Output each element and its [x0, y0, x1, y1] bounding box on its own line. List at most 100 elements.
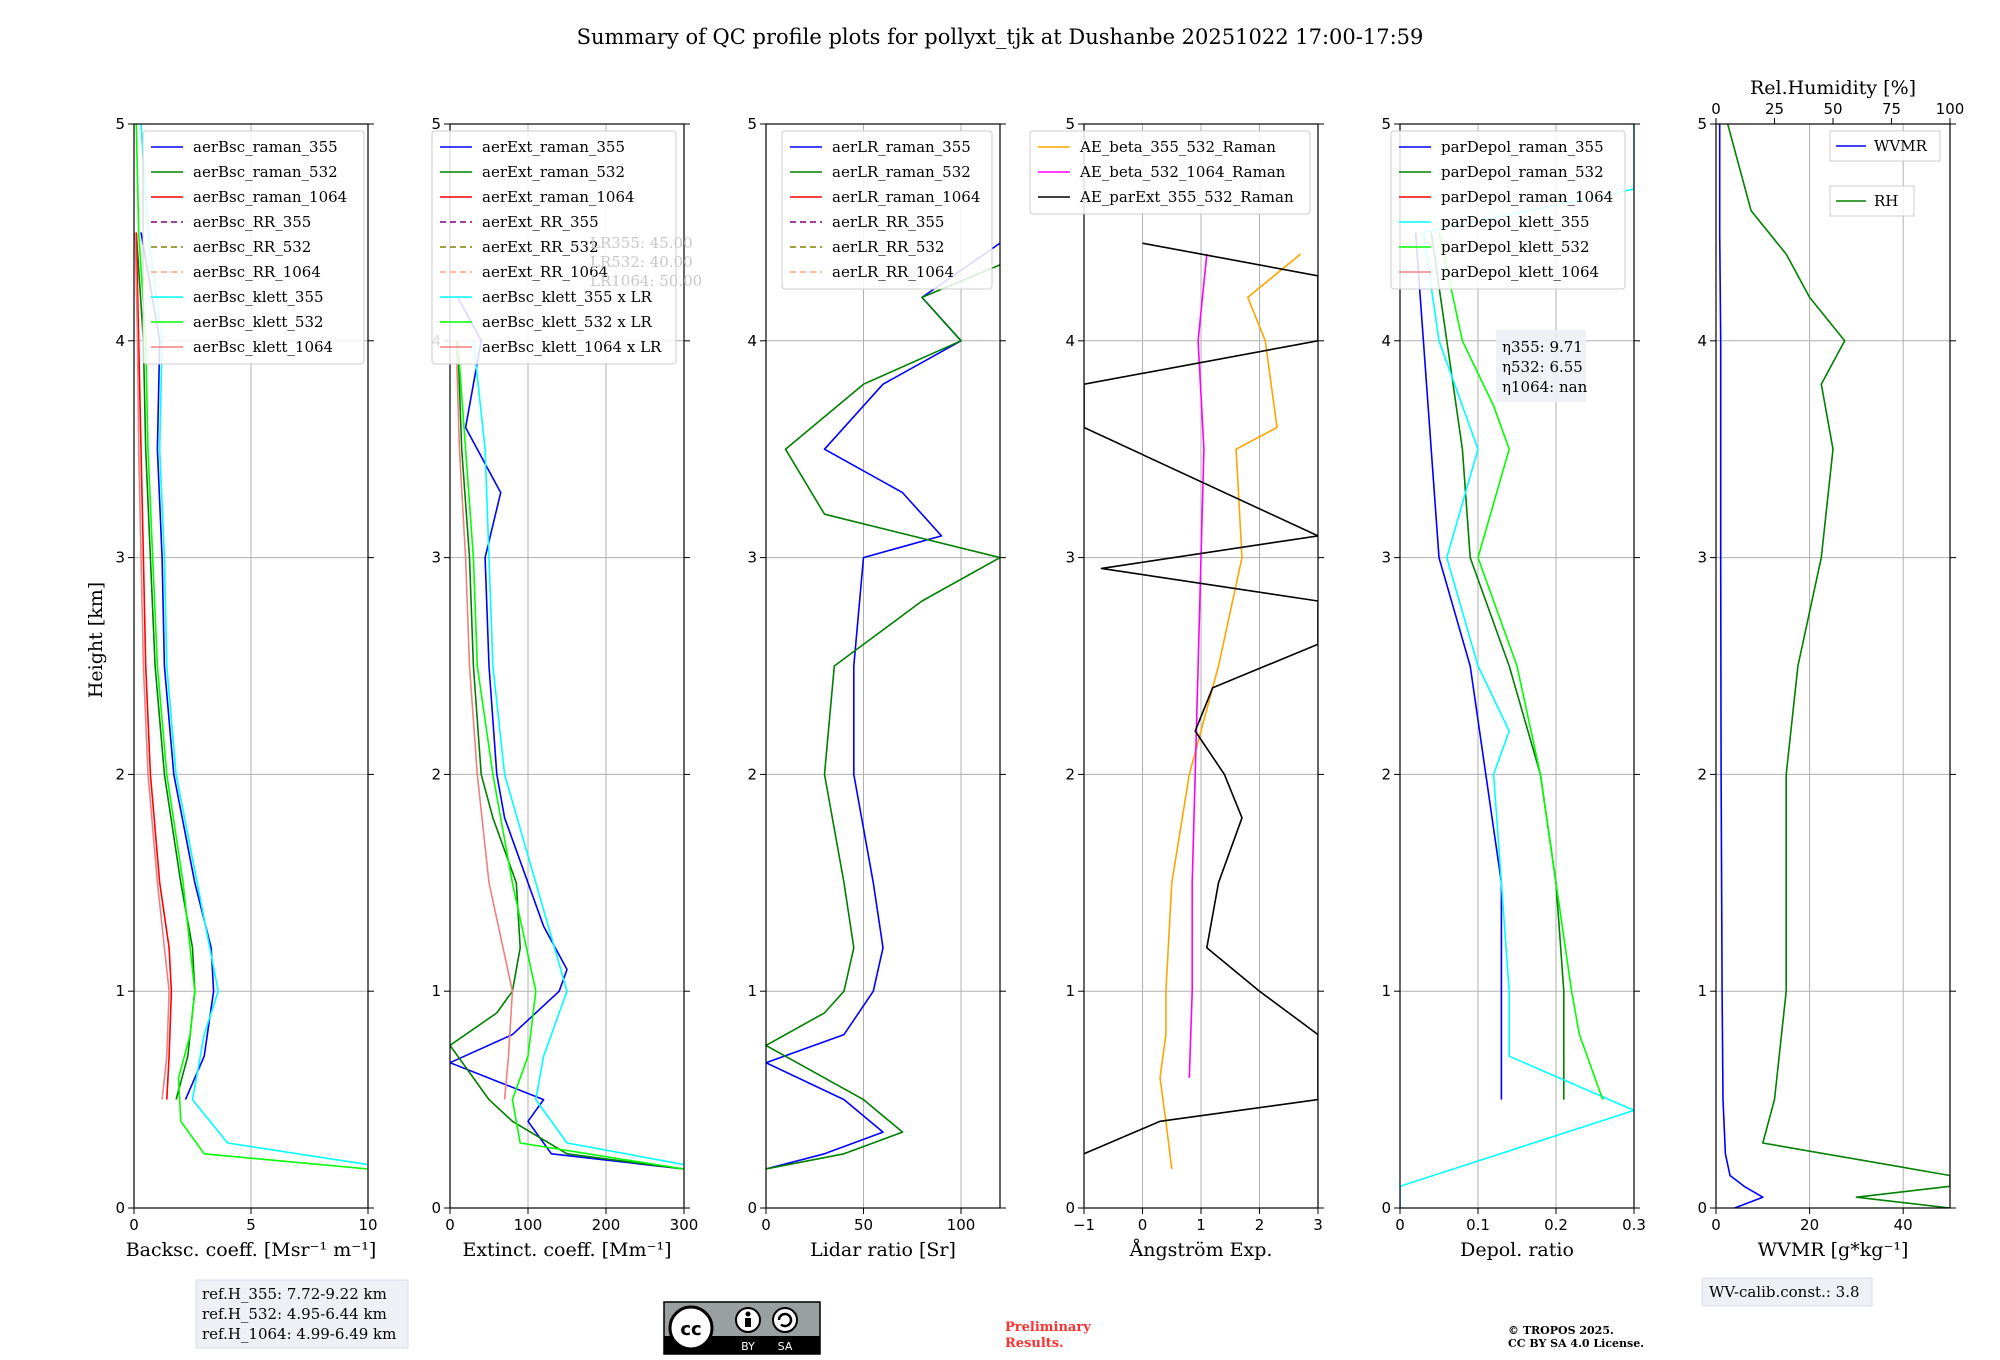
axes-frame [1399, 123, 1635, 1209]
y-tick-label: 0 [1381, 1199, 1391, 1217]
series-line-aerBsc_raman_1064 [135, 232, 173, 1100]
series-line-aerBsc_klett_355 x LR [472, 340, 684, 1166]
series-line-aerBsc_klett_1064 x LR [455, 340, 514, 1100]
y-tick-label: 2 [115, 765, 125, 783]
y-tick-label: 4 [115, 332, 125, 350]
preliminary-line-2: Results. [1005, 1336, 1064, 1351]
legend-label: aerBsc_raman_532 [193, 163, 338, 181]
by-person-body [745, 1318, 751, 1327]
legend-label: aerLR_RR_1064 [832, 263, 954, 281]
cc-icon [668, 1305, 714, 1351]
legend-label: aerBsc_klett_1064 [193, 338, 333, 356]
series-line-aerExt_raman_532 [450, 340, 684, 1170]
y-tick-label: 1 [431, 982, 441, 1000]
series-line-aerExt_raman_355 [450, 297, 684, 1170]
series-group [1718, 124, 1950, 1208]
x-tick-label: 0 [445, 1216, 455, 1234]
y-tick-label: 5 [1697, 115, 1707, 133]
series-group [450, 297, 684, 1170]
top-x-tick-label: 75 [1882, 100, 1901, 118]
legend-label: aerBsc_klett_532 [193, 313, 324, 331]
legend-label: parDepol_raman_532 [1441, 163, 1604, 181]
x-axis-label: Lidar ratio [Sr] [810, 1239, 956, 1261]
top-x-tick-label: 100 [1936, 100, 1965, 118]
x-tick-label: 1 [1196, 1216, 1206, 1234]
cc-icon-label: cc [680, 1319, 701, 1340]
y-tick-label: 4 [747, 332, 757, 350]
legend-label: aerBsc_RR_355 [193, 213, 311, 231]
by-person-head [745, 1311, 751, 1317]
series-line-AE_beta_355_532_Raman [1159, 253, 1302, 1170]
legend-label: aerExt_RR_1064 [482, 263, 608, 281]
legend-label: WVMR [1874, 137, 1928, 155]
eta-label: η355: 9.71 [1502, 338, 1583, 356]
legend-label: AE_beta_532_1064_Raman [1079, 163, 1286, 181]
wv-calib-text: WV-calib.const.: 3.8 [1709, 1283, 1860, 1301]
x-tick-label: 5 [246, 1216, 256, 1234]
legend-box [431, 130, 677, 365]
legend-label: AE_beta_355_532_Raman [1079, 138, 1276, 156]
y-tick-label: 3 [1697, 549, 1707, 567]
legend-label: AE_parExt_355_532_Raman [1079, 188, 1294, 206]
figure-title: Summary of QC profile plots for pollyxt_… [577, 25, 1424, 49]
legend-box [1390, 130, 1626, 290]
y-tick-label: 0 [1697, 1199, 1707, 1217]
legend-label: aerBsc_klett_532 x LR [482, 313, 653, 331]
y-tick-label: 1 [1697, 982, 1707, 1000]
y-tick-label: 3 [747, 549, 757, 567]
x-tick-label: 40 [1894, 1216, 1913, 1234]
y-tick-label: 2 [1381, 765, 1391, 783]
legend-label: parDepol_klett_355 [1441, 213, 1590, 231]
eta-annotation: η355: 9.71 η532: 6.55 η1064: nan [1496, 330, 1588, 402]
y-tick-label: 4 [1065, 332, 1075, 350]
sa-share-icon [772, 1307, 798, 1333]
copyright-line-1: © TROPOS 2025. [1508, 1324, 1614, 1337]
x-tick-label: 100 [514, 1216, 543, 1234]
x-tick-label: 10 [358, 1216, 377, 1234]
legend-label: parDepol_raman_355 [1441, 138, 1604, 156]
wv-calib-background [1701, 1277, 1873, 1307]
x-tick-label: 0 [129, 1216, 139, 1234]
x-tick-label: 200 [592, 1216, 621, 1234]
series-line-aerLR_raman_355 [766, 242, 1000, 1170]
y-tick-label: 1 [115, 982, 125, 1000]
series-line-parDepol_raman_355 [1414, 232, 1503, 1100]
lr-label: LR532: 40.00 [590, 253, 693, 271]
series-line-WVMR [1718, 124, 1764, 1208]
y-tick-label: 1 [747, 982, 757, 1000]
series-line-aerBsc_klett_532 x LR [457, 340, 684, 1170]
series-line-RH [1726, 124, 1950, 1208]
legend-label: aerLR_raman_1064 [832, 188, 980, 206]
x-tick-label: 0 [761, 1216, 771, 1234]
x-tick-label: 0.2 [1544, 1216, 1568, 1234]
x-tick-label: 2 [1255, 1216, 1265, 1234]
ref-heights-box: ref.H_355: 7.72-9.22 km ref.H_532: 4.95-… [195, 1279, 409, 1349]
panel-backscatter: 0 5 10 0 1 2 3 4 5 Backsc. coeff. [Msr⁻¹ m⁻¹] aerB… [115, 115, 377, 1261]
x-tick-label: 0 [1711, 1216, 1721, 1234]
eta-annotation-box [1496, 330, 1586, 402]
x-axis-label: Ångström Exp. [1129, 1239, 1273, 1261]
legend-label: aerExt_RR_355 [482, 213, 599, 231]
panel-lidar_ratio: 0 50 100 0 1 2 3 4 5 Lidar ratio [Sr] aerLR_raman_… [747, 115, 1006, 1261]
legend-label: aerBsc_raman_355 [193, 138, 338, 156]
legend-label: aerLR_raman_532 [832, 163, 971, 181]
legend-box [142, 130, 365, 365]
y-tick-label: 2 [1697, 765, 1707, 783]
legend-label: aerBsc_klett_355 [193, 288, 324, 306]
legend-label: aerBsc_klett_355 x LR [482, 288, 653, 306]
y-tick-label: 5 [747, 115, 757, 133]
legend-label: aerLR_RR_532 [832, 238, 944, 256]
legend-label: aerLR_RR_355 [832, 213, 944, 231]
y-tick-label: 1 [1381, 982, 1391, 1000]
lr-label: LR355: 45.00 [590, 234, 693, 252]
y-tick-label: 3 [1381, 549, 1391, 567]
legend-label: RH [1874, 192, 1898, 210]
x-tick-label: 0 [1395, 1216, 1405, 1234]
legend-label: aerBsc_RR_532 [193, 238, 311, 256]
legend-box [1029, 130, 1311, 215]
sa-arrow [777, 1312, 793, 1328]
